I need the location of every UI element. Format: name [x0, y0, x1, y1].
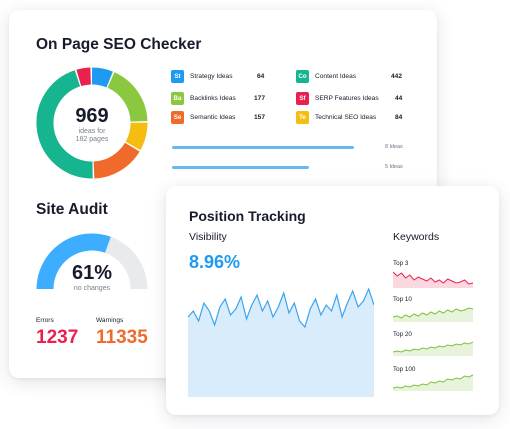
donut-segment-semantic: [93, 142, 140, 179]
donut-segment-backlinks: [107, 72, 148, 123]
idea-count: 442: [391, 72, 403, 80]
idea-count: 64: [257, 72, 265, 80]
keywords-label: Keywords: [393, 231, 440, 243]
gauge-fill: [36, 233, 111, 290]
idea-count: 44: [395, 94, 403, 102]
visibility-label: Visibility: [189, 231, 227, 243]
ideas-caption-line1: ideas for: [78, 128, 106, 135]
strategy-badge-icon: St: [171, 69, 184, 83]
visibility-line: [188, 287, 374, 329]
ideas-donut-center: 969 ideas for 182 pages: [52, 105, 132, 144]
errors-label: Errors: [36, 317, 54, 324]
donut-segment-serp-features: [76, 67, 92, 87]
keyword-row-top-20-label: Top 20: [393, 331, 412, 338]
ideas-total: 969: [75, 105, 109, 127]
visibility-area: [188, 289, 374, 397]
keyword-sparkline-top-100: [393, 374, 473, 391]
idea-item-backlinks[interactable]: Ba Backlinks Ideas 177: [171, 91, 271, 105]
idea-label: Backlinks Ideas: [190, 94, 236, 102]
idea-label: Technical SEO Ideas: [315, 113, 377, 121]
position-tracking-title: Position Tracking: [189, 208, 306, 224]
donut-segment-strategy: [91, 67, 113, 88]
sparkline-area: [393, 342, 473, 356]
idea-item-technical-seo[interactable]: Te Technical SEO Ideas 84: [296, 110, 411, 124]
errors-value: 1237: [36, 327, 79, 348]
sparkline-line: [393, 374, 473, 389]
keyword-row-top-10-label: Top 10: [393, 296, 412, 303]
site-audit-title: Site Audit: [36, 201, 108, 218]
ideas-progress-bar: [172, 146, 354, 149]
keyword-row-top-100-label: Top 100: [393, 366, 416, 373]
position-tracking-card: Position Tracking Visibility 8.96% Keywo…: [166, 186, 499, 415]
idea-item-semantic[interactable]: Se Semantic Ideas 157: [171, 110, 271, 124]
idea-item-strategy[interactable]: St Strategy Ideas 64: [171, 69, 271, 83]
keyword-sparkline-top-3: [393, 271, 473, 288]
ideas-progress-bar: [172, 166, 309, 169]
idea-label: Strategy Ideas: [190, 72, 233, 80]
visibility-area-chart: [188, 287, 374, 397]
idea-label: Semantic Ideas: [190, 113, 236, 121]
sparkline-line: [393, 341, 473, 353]
site-audit-score-center: 61% no changes: [52, 262, 132, 293]
serp-features-badge-icon: Sf: [296, 91, 309, 105]
donut-segment-content: [36, 70, 93, 179]
sparkline-line: [393, 271, 473, 285]
site-audit-score-caption: no changes: [73, 285, 111, 292]
ideas-caption-line2: 182 pages: [75, 136, 109, 143]
ideas-progress-label: 8 Ideas: [385, 144, 403, 150]
site-audit-score: 61%: [71, 262, 113, 284]
semantic-badge-icon: Se: [171, 110, 184, 124]
site-audit-gauge: [36, 233, 148, 290]
seo-checker-title: On Page SEO Checker: [36, 36, 202, 53]
idea-item-serp-features[interactable]: Sf SERP Features Ideas 44: [296, 91, 411, 105]
idea-item-content[interactable]: Co Content Ideas 442: [296, 69, 411, 83]
content-badge-icon: Co: [296, 69, 309, 83]
ideas-progress-label: 5 Ideas: [385, 164, 403, 170]
keyword-sparkline-top-20: [393, 341, 473, 356]
visibility-value: 8.96%: [189, 252, 241, 272]
idea-count: 177: [254, 94, 266, 102]
donut-segment-technical-seo: [125, 122, 148, 151]
keyword-sparkline-top-10: [393, 307, 473, 322]
keyword-row-top-3-label: Top 3: [393, 260, 409, 267]
warnings-label: Warnings: [96, 317, 124, 324]
sparkline-line: [393, 307, 473, 319]
idea-label: SERP Features Ideas: [315, 94, 379, 102]
technical-seo-badge-icon: Te: [296, 110, 309, 124]
idea-count: 84: [395, 113, 403, 121]
warnings-value: 11335: [96, 327, 148, 348]
backlinks-badge-icon: Ba: [171, 91, 184, 105]
idea-count: 157: [254, 113, 266, 121]
ideas-donut-chart: [36, 67, 148, 179]
idea-label: Content Ideas: [315, 72, 357, 80]
